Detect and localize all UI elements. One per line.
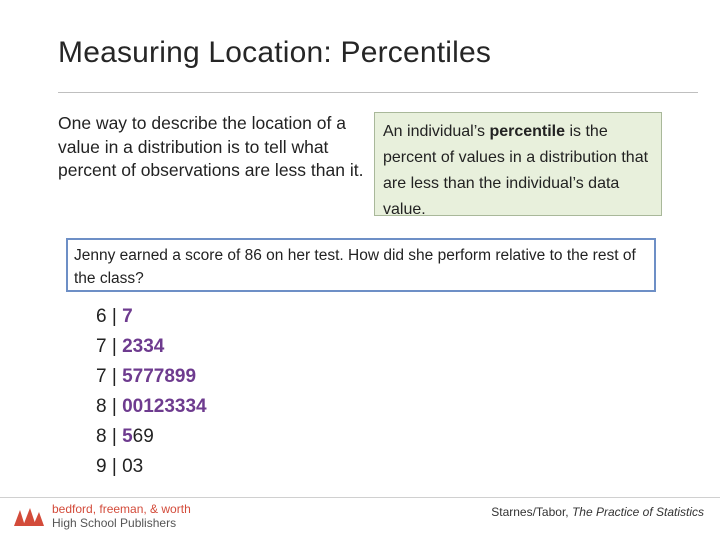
stem: 6	[96, 306, 107, 327]
book-credit: Starnes/Tabor, The Practice of Statistic…	[491, 505, 704, 519]
stem-separator: |	[111, 456, 117, 477]
stemplot-row: 8 | 569	[96, 422, 207, 452]
stemplot-row: 6 | 7	[96, 302, 207, 332]
publisher-logo-icon	[14, 508, 44, 526]
intro-text: One way to describe the location of a va…	[58, 113, 364, 180]
credit-book-title: The Practice of Statistics	[571, 505, 704, 519]
stemplot-row: 8 | 00123334	[96, 392, 207, 422]
publisher-name: bedford, freeman, & worth	[52, 502, 191, 516]
stem: 8	[96, 396, 107, 417]
leaves-below: 7	[122, 306, 133, 327]
stem-separator: |	[111, 306, 117, 327]
stem-separator: |	[111, 396, 117, 417]
footer-divider	[0, 497, 720, 498]
stem-separator: |	[111, 426, 117, 447]
stem: 9	[96, 456, 107, 477]
stem: 8	[96, 426, 107, 447]
leaves-below: 5	[122, 426, 133, 447]
definition-term: percentile	[489, 123, 566, 140]
leaves-other: 03	[122, 456, 144, 477]
leaves-below: 00123334	[122, 396, 207, 417]
publisher-logo: bedford, freeman, & worth High School Pu…	[12, 502, 191, 530]
leaves-below: 5777899	[122, 366, 197, 387]
slide-title: Measuring Location: Percentiles	[58, 36, 492, 69]
stem-separator: |	[111, 366, 117, 387]
definition-after: is the percent of values in a distributi…	[383, 123, 649, 218]
stem-separator: |	[111, 336, 117, 357]
stem: 7	[96, 336, 107, 357]
stem: 7	[96, 366, 107, 387]
stemplot-row: 7 | 2334	[96, 332, 207, 362]
title-divider	[58, 92, 698, 93]
stemplot: 6 | 7 7 | 2334 7 | 5777899 8 | 00123334 …	[96, 302, 207, 482]
publisher-division: High School Publishers	[52, 516, 177, 530]
question-box: Jenny earned a score of 86 on her test. …	[66, 238, 656, 292]
definition-before: An individual’s	[383, 123, 490, 140]
credit-authors: Starnes/Tabor,	[491, 505, 572, 519]
stemplot-row: 9 | 03	[96, 452, 207, 482]
definition-box: An individual’s percentile is the percen…	[374, 112, 662, 218]
leaves-other: 69	[132, 426, 154, 447]
stemplot-row: 7 | 5777899	[96, 362, 207, 392]
leaves-below: 2334	[122, 336, 165, 357]
